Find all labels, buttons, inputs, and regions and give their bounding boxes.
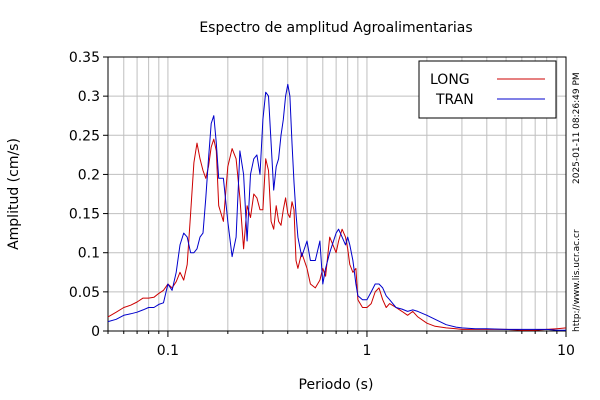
timestamp-label: 2025-01-11 08:26:49 PM <box>572 72 582 184</box>
legend-label-tran: TRAN <box>435 92 474 108</box>
y-tick-label: 0.2 <box>78 167 100 183</box>
x-tick-label: 0.1 <box>157 343 179 359</box>
x-axis-title: Periodo (s) <box>299 377 374 393</box>
series-layer <box>107 83 567 331</box>
legend-box <box>418 60 557 119</box>
y-tick-label: 0.05 <box>69 285 100 301</box>
y-tick-label: 0 <box>91 324 100 340</box>
series-line-tran <box>107 83 566 331</box>
y-tick-label: 0.25 <box>69 128 100 144</box>
y-tick-label: 0.3 <box>78 89 100 105</box>
series-line-long <box>107 138 567 331</box>
legend-label-long: LONG <box>430 72 470 88</box>
legend: LONG TRAN <box>418 60 557 119</box>
x-tick-label: 10 <box>557 343 575 359</box>
chart-title: Espectro de amplitud Agroalimentarias <box>199 20 472 36</box>
y-axis-title: Amplitud (cm/s) <box>6 138 22 250</box>
plot-frame <box>107 56 567 332</box>
source-url-label: http://www.lis.ucr.ac.cr <box>572 229 582 332</box>
x-tick-label: 1 <box>362 343 371 359</box>
y-tick-label: 0.35 <box>69 50 100 66</box>
y-tick-label: 0.1 <box>78 246 100 262</box>
axis-ticks: 0 0.05 0.1 0.15 0.2 0.25 0.3 0.35 0.1 1 10 <box>69 50 575 359</box>
y-tick-label: 0.15 <box>69 207 100 223</box>
